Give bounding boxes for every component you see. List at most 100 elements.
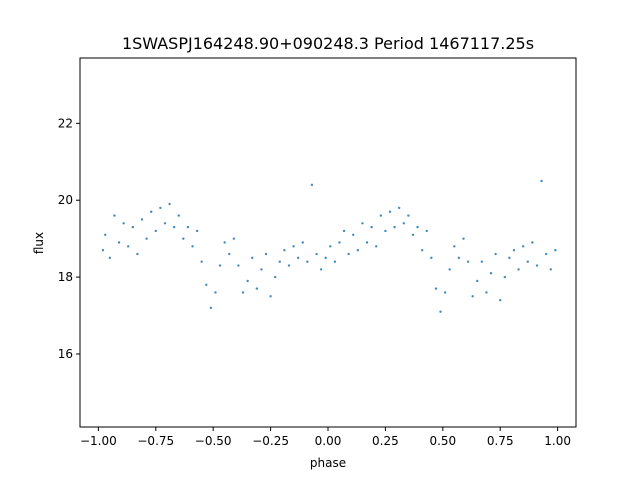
data-point-87 (499, 298, 502, 302)
data-point-67 (407, 214, 410, 217)
data-point-92 (521, 245, 525, 248)
data-point-31 (241, 291, 245, 294)
chart-title: 1SWASPJ164248.90+090248.3 Period 1467117… (122, 34, 534, 53)
data-point-49 (324, 256, 327, 260)
data-point-85 (489, 272, 493, 275)
data-point-40 (283, 248, 286, 252)
data-point-58 (365, 241, 369, 244)
data-point-52 (338, 241, 341, 244)
data-point-91 (517, 268, 520, 271)
data-point-22 (200, 260, 203, 263)
data-point-55 (352, 233, 355, 237)
data-point-12 (154, 229, 157, 233)
data-point-53 (342, 229, 346, 233)
data-point-43 (296, 256, 300, 260)
data-point-96 (540, 179, 543, 183)
data-point-10 (145, 237, 148, 240)
data-point-3 (113, 214, 116, 217)
data-point-71 (425, 229, 428, 233)
data-point-25 (214, 291, 217, 294)
data-point-98 (549, 268, 552, 271)
data-point-0 (101, 248, 105, 252)
data-point-78 (457, 256, 461, 260)
data-point-26 (218, 264, 222, 267)
data-point-51 (333, 260, 337, 263)
data-point-48 (319, 268, 323, 271)
data-point-46 (310, 183, 314, 187)
data-point-5 (122, 222, 125, 225)
data-point-75 (443, 291, 447, 294)
data-point-38 (273, 275, 277, 279)
data-point-89 (508, 256, 511, 260)
data-point-17 (177, 214, 180, 217)
data-point-42 (292, 245, 295, 248)
data-point-15 (168, 202, 171, 206)
data-point-60 (375, 245, 378, 248)
data-point-27 (223, 241, 226, 244)
data-point-95 (535, 264, 539, 267)
data-point-21 (195, 229, 199, 233)
data-point-14 (163, 222, 167, 225)
y-tick-label: 22 (58, 116, 73, 130)
x-axis: −1.00 −0.75 −0.50 −0.25 0.00 0.25 0.50 0.75 1.00 (80, 427, 571, 448)
data-point-34 (255, 287, 259, 290)
data-point-81 (471, 295, 474, 298)
data-point-8 (136, 252, 139, 256)
data-point-86 (494, 252, 497, 256)
data-point-2 (108, 256, 112, 260)
data-point-23 (205, 283, 208, 286)
data-point-29 (232, 237, 236, 240)
x-tick-label: −0.25 (252, 434, 289, 448)
data-point-24 (209, 306, 213, 310)
x-tick-label: 0.00 (315, 434, 342, 448)
data-point-69 (416, 225, 419, 229)
data-point-20 (191, 245, 194, 248)
data-point-68 (411, 233, 415, 237)
data-point-1 (104, 233, 107, 237)
data-point-45 (306, 260, 309, 263)
data-point-83 (480, 260, 484, 263)
y-axis: 16 18 20 22 (58, 116, 80, 361)
x-tick-label: 0.50 (429, 434, 456, 448)
data-point-47 (315, 252, 318, 256)
data-point-44 (301, 241, 304, 244)
data-point-6 (127, 245, 130, 248)
data-point-66 (402, 222, 405, 225)
data-point-7 (131, 225, 135, 229)
data-point-35 (260, 268, 263, 271)
x-tick-label: −1.00 (80, 434, 117, 448)
data-point-4 (117, 241, 121, 244)
y-tick-label: 16 (58, 347, 73, 361)
data-point-88 (503, 275, 507, 279)
data-point-72 (430, 256, 433, 260)
x-tick-label: 1.00 (544, 434, 571, 448)
data-point-79 (462, 237, 465, 240)
data-point-94 (531, 241, 534, 244)
data-point-37 (269, 295, 272, 298)
data-point-63 (388, 210, 392, 213)
data-point-18 (182, 237, 185, 240)
x-tick-label: −0.75 (137, 434, 174, 448)
data-point-64 (393, 225, 396, 229)
x-axis-label: phase (310, 456, 346, 470)
data-point-56 (356, 248, 360, 252)
data-point-65 (397, 206, 401, 210)
data-point-61 (379, 214, 383, 217)
data-point-74 (439, 310, 442, 313)
x-tick-label: 0.25 (372, 434, 399, 448)
data-point-16 (172, 225, 176, 229)
data-point-28 (228, 252, 231, 256)
data-point-84 (485, 291, 488, 294)
x-tick-label: 0.75 (487, 434, 514, 448)
data-point-99 (554, 248, 557, 252)
data-point-36 (264, 252, 268, 256)
data-point-32 (246, 279, 249, 283)
data-point-39 (278, 260, 281, 263)
data-point-70 (420, 248, 424, 252)
data-point-97 (544, 252, 548, 256)
data-point-57 (361, 222, 364, 225)
data-point-80 (466, 260, 470, 263)
data-point-50 (329, 245, 332, 248)
data-point-93 (526, 260, 529, 263)
